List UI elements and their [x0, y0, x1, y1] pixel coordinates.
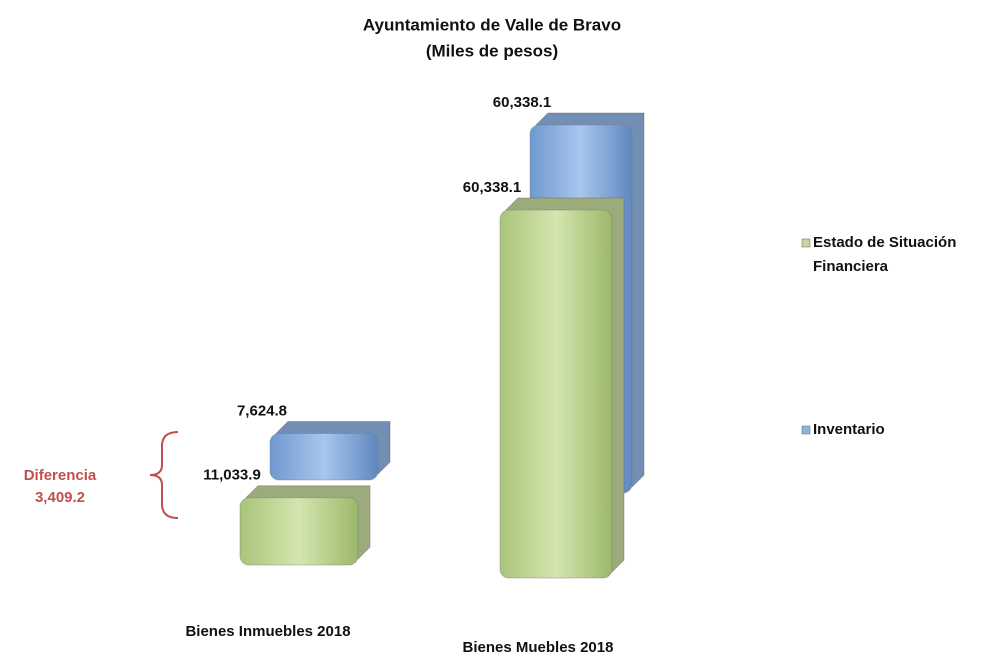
bar: [499, 197, 625, 579]
annotation-value: 3,409.2: [35, 489, 85, 506]
value-label: 60,338.1: [493, 94, 551, 111]
chart-subtitle: (Miles de pesos): [426, 41, 558, 60]
chart-title: Ayuntamiento de Valle de Bravo: [363, 15, 621, 34]
legend-swatch: [801, 425, 811, 435]
bar: [269, 420, 391, 481]
bar-front: [239, 497, 359, 566]
x-tick-label: Bienes Muebles 2018: [463, 639, 614, 655]
annotation-text: Diferencia: [24, 467, 97, 484]
difference-brace: [149, 431, 179, 519]
legend-swatch: [801, 238, 811, 248]
bar-front: [499, 209, 613, 579]
legend-label: Inventario: [813, 421, 885, 438]
bar-front: [269, 432, 379, 481]
value-label: 7,624.8: [237, 402, 287, 419]
value-label: 60,338.1: [463, 179, 521, 196]
bar: [239, 485, 371, 566]
value-label: 11,033.9: [203, 467, 261, 484]
x-tick-label: Bienes Inmuebles 2018: [185, 623, 350, 640]
legend-label: Estado de Situación Financiera: [813, 234, 956, 275]
